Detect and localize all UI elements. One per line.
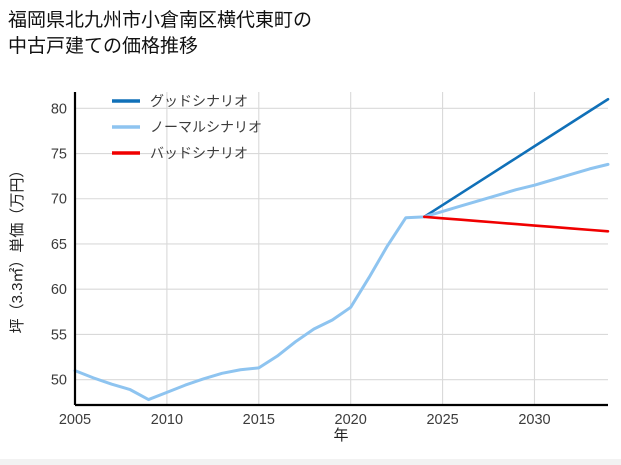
- y-tick-labels: 50 55 60 65 70 75 80: [51, 101, 67, 388]
- x-tick-labels: 2005 2010 2015 2020 2025 2030: [59, 412, 551, 428]
- x-tick-label: 2030: [518, 412, 550, 428]
- chart-title: 福岡県北九州市小倉南区横代東町の 中古戸建ての価格推移: [8, 10, 313, 57]
- legend-label: バッドシナリオ: [150, 145, 248, 161]
- y-tick-label: 70: [51, 192, 67, 208]
- bottom-divider: [0, 459, 621, 465]
- series-line: [73, 162, 610, 402]
- x-tick-label: 2025: [426, 412, 458, 428]
- x-tick-label: 2005: [59, 412, 91, 428]
- grid-lines: [74, 92, 608, 405]
- y-tick-label: 60: [51, 282, 67, 298]
- x-tick-label: 2015: [243, 412, 275, 428]
- y-tick-label: 80: [51, 101, 67, 117]
- legend-label: グッドシナリオ: [150, 93, 248, 109]
- y-tick-label: 75: [51, 147, 67, 163]
- y-tick-label: 65: [51, 237, 67, 253]
- axis-lines: [73, 92, 608, 407]
- x-tick-label: 2010: [151, 412, 183, 428]
- series-line: [422, 215, 610, 233]
- x-tick-label: 2020: [335, 412, 367, 428]
- y-tick-label: 50: [51, 373, 67, 389]
- y-tick-label: 55: [51, 327, 67, 343]
- x-axis-title: 年: [333, 427, 348, 444]
- legend-label: ノーマルシナリオ: [150, 119, 262, 135]
- y-axis-title: 坪（3.3㎡）単価（万円）: [9, 163, 26, 334]
- series-lines: [73, 97, 610, 402]
- series-line: [422, 97, 610, 219]
